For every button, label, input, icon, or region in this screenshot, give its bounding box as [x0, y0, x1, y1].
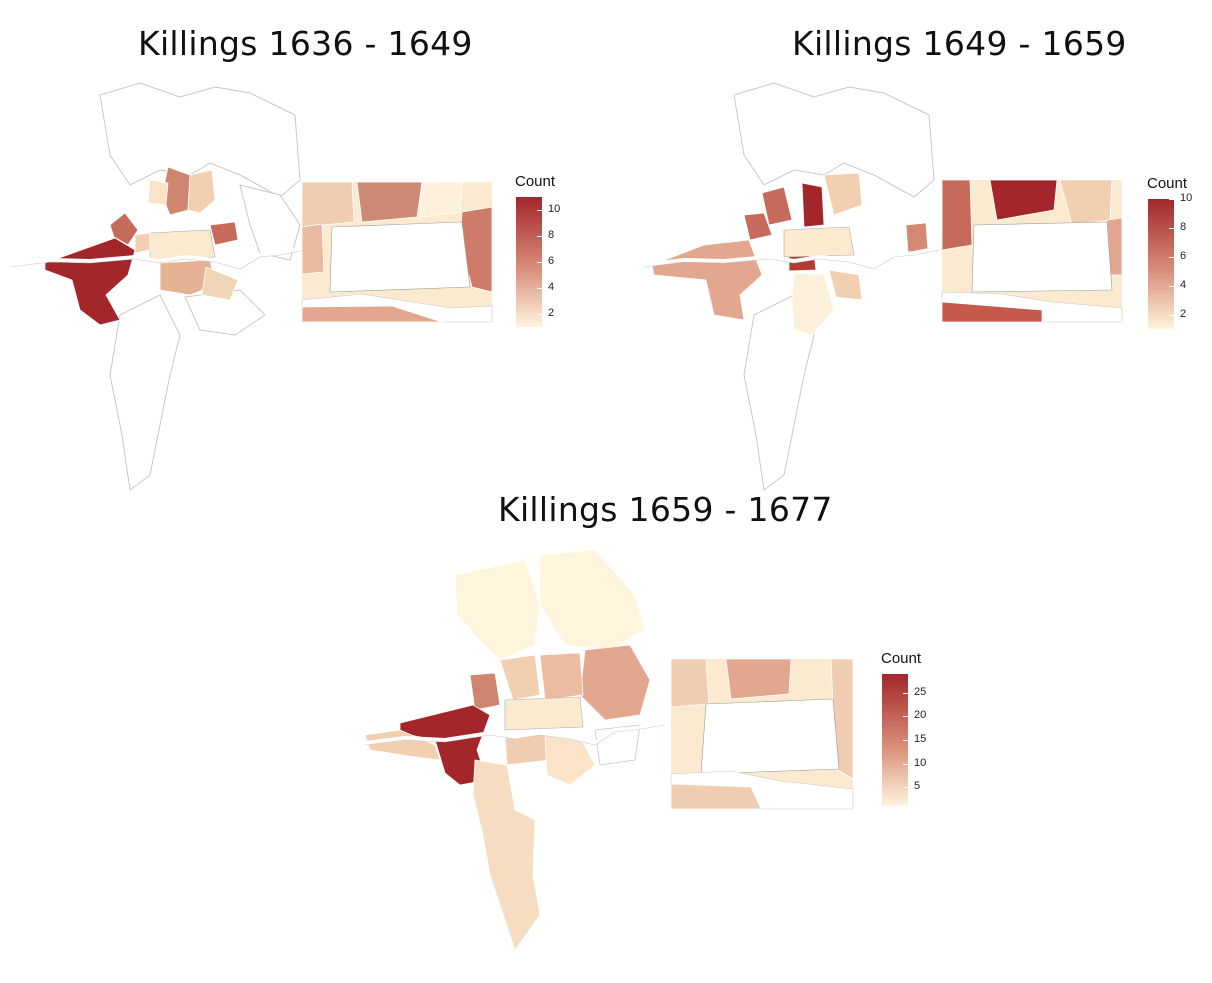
parish-south-3 — [828, 269, 863, 301]
parish-outline-south — [109, 294, 181, 491]
parish-northwest-1 — [761, 186, 793, 226]
london-overview-map — [364, 549, 666, 951]
legend-tick-label: 15 — [914, 733, 927, 745]
inset-southbank — [301, 305, 443, 323]
parish-north-3 — [499, 654, 541, 701]
map-panel-1659-1677: Killings 1659 - 1677 Count 25 20 15 10 5 — [350, 490, 970, 980]
legend-tick-mark — [1169, 314, 1174, 316]
legend-title: Count — [515, 173, 556, 190]
legend-tick-label: 6 — [548, 255, 555, 267]
legend-title: Count — [881, 650, 922, 667]
legend-tick-mark — [1169, 285, 1174, 287]
legend-tick-mark — [1169, 256, 1174, 258]
city-inset-map — [670, 658, 854, 810]
legend-tick-label: 8 — [548, 229, 555, 241]
parish-east-1 — [905, 222, 929, 254]
parish-southeast — [201, 266, 239, 301]
parish-outline-east — [239, 184, 301, 261]
parish-west-small — [134, 232, 151, 254]
parish-city-cluster — [783, 226, 855, 258]
inset-parish-north — [725, 658, 792, 700]
legend-tick-mark — [537, 262, 542, 263]
parish-westminster — [44, 237, 136, 326]
legend-tick-mark — [1169, 227, 1174, 229]
london-overview-map — [9, 82, 321, 491]
parish-northwest — [469, 672, 501, 711]
parish-north-2 — [539, 549, 646, 651]
inset-parish-nw — [670, 658, 710, 708]
parish-north-2 — [187, 169, 216, 214]
parish-north-2 — [823, 172, 863, 216]
london-overview-map — [643, 82, 955, 491]
parish-south-long — [472, 759, 541, 951]
inset-city-grid — [971, 221, 1113, 293]
parish-northwest-2 — [743, 212, 773, 241]
river-thames — [364, 721, 666, 746]
inset-city-grid — [700, 698, 840, 775]
map-title: Killings 1649 - 1659 — [792, 24, 1127, 63]
parish-north-1 — [454, 559, 541, 661]
legend-tick-mark — [903, 692, 908, 694]
map-title: Killings 1636 - 1649 — [138, 24, 473, 63]
legend-tick-mark — [903, 763, 908, 765]
legend-tick-mark — [537, 236, 542, 237]
parish-outline-north — [733, 82, 935, 198]
inset-city-grid — [329, 221, 471, 293]
inset-parish-nw — [301, 181, 355, 228]
inset-southbank — [941, 301, 1043, 323]
legend-tick-label: 10 — [1180, 192, 1193, 204]
river-thames — [9, 243, 321, 270]
city-inset-map — [941, 179, 1123, 323]
inset-parish-north — [356, 181, 423, 223]
river-bank — [9, 246, 321, 270]
legend-tick-mark — [903, 740, 908, 741]
inset-southbank — [670, 783, 762, 810]
legend-tick-label: 25 — [914, 685, 927, 698]
legend-tick-label: 4 — [1180, 278, 1187, 291]
parish-north-4 — [539, 652, 584, 701]
river-thames — [643, 243, 955, 270]
legend-tick-label: 8 — [1180, 220, 1187, 233]
map-title: Killings 1659 - 1677 — [498, 490, 833, 529]
parish-northwest — [109, 212, 139, 246]
parish-south-2 — [791, 272, 835, 336]
legend-tick-label: 10 — [914, 756, 927, 769]
parish-north-3 — [147, 179, 169, 206]
inset-parish-north-dark — [989, 179, 1058, 221]
parish-city-cluster — [149, 229, 216, 261]
legend-tick-label: 20 — [914, 709, 927, 722]
legend-title: Count — [1147, 175, 1188, 192]
parish-west — [651, 239, 763, 321]
legend-tick-mark — [903, 787, 908, 789]
legend-tick-label: 4 — [548, 281, 555, 293]
legend-tick-mark — [903, 716, 908, 718]
parish-city-cluster — [504, 696, 584, 731]
legend-tick-mark — [537, 288, 542, 289]
legend-tick-label: 6 — [1180, 249, 1187, 262]
river-bank — [364, 724, 666, 746]
map-panel-1649-1659: Killings 1649 - 1659 Count 10 8 6 4 2 — [606, 0, 1212, 495]
city-inset-map — [301, 181, 493, 323]
legend-tick-mark — [1169, 199, 1174, 200]
legend-tick-mark — [537, 210, 542, 211]
legend-tick-mark — [537, 314, 542, 315]
inset-parish-nw — [941, 179, 973, 251]
inset-parish-ne — [419, 181, 463, 218]
legend-tick-label: 10 — [548, 203, 561, 215]
parish-east-1 — [209, 221, 239, 246]
legend-color-bar — [1148, 199, 1174, 329]
inset-parish-west — [301, 223, 325, 275]
legend-tick-label: 2 — [1180, 307, 1187, 320]
river-bank — [643, 246, 955, 270]
parish-north-dark — [801, 182, 825, 228]
parish-northeast — [579, 644, 651, 721]
legend-tick-label: 5 — [914, 780, 921, 793]
map-panel-1636-1649: Killings 1636 - 1649 Count 10 — [0, 0, 600, 495]
legend-tick-label: 2 — [548, 307, 555, 319]
parish-far-west — [364, 729, 441, 761]
